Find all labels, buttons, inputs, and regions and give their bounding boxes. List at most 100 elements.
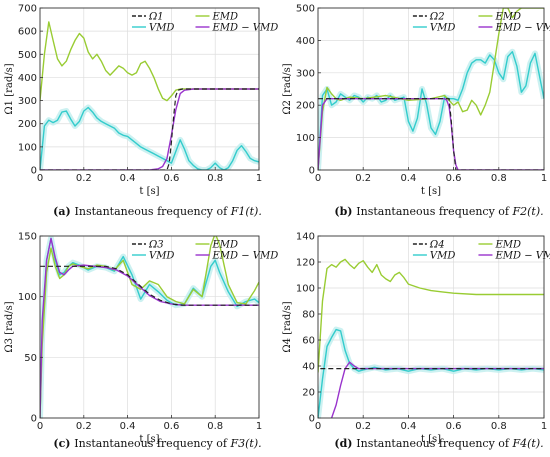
y-tick-label: 200	[18, 119, 37, 130]
y-tick-label: 140	[296, 232, 315, 243]
series-line-emdvmd	[40, 88, 259, 170]
series-line-emd	[40, 21, 259, 102]
series-line-vmd	[318, 328, 544, 418]
caption-text: Instantaneous frequency of	[356, 437, 512, 450]
x-tick-label: 0.2	[76, 421, 92, 432]
caption-label: (c)	[53, 437, 74, 450]
y-tick-label: 400	[18, 73, 37, 84]
series-line-emd	[318, 258, 544, 373]
series-line-emdvmd	[318, 97, 544, 170]
y-tick-label: 0	[309, 414, 315, 425]
caption-label: (d)	[334, 437, 356, 450]
legend-label-emd: EMD	[211, 12, 238, 23]
plot-frame	[39, 7, 260, 171]
y-tick-label: 200	[296, 101, 315, 112]
y-tick-label: 100	[18, 292, 37, 303]
x-tick-label: 1	[256, 173, 262, 184]
y-tick-label: 400	[296, 36, 315, 47]
y-tick-label: 50	[24, 353, 37, 364]
y-tick-label: 0	[31, 414, 37, 425]
y-tick-label: 100	[296, 284, 315, 295]
x-tick-label: 0.2	[355, 421, 371, 432]
legend-label-omega: Ω2	[429, 12, 445, 23]
chart-panel-3: 0 0.2 0.4 0.6 0.8 1 0 50 100 150 t [s] Ω3 [rad/s] Ω3…	[4, 232, 278, 451]
legend: Ω4 EMD VMD EMD − VMD	[412, 240, 550, 262]
caption-math: F3(t).	[229, 437, 261, 450]
y-tick-label: 40	[302, 362, 315, 373]
legend-label-emd: EMD	[494, 240, 521, 251]
y-axis-label: Ω4 [rad/s]	[282, 301, 293, 352]
legend-label-omega: Ω3	[148, 240, 164, 251]
legend-label-emdvmd: EMD − VMD	[211, 23, 278, 34]
series-line-vmd	[40, 106, 259, 170]
legend-label-vmd: VMD	[430, 23, 455, 34]
caption-math: F1(t).	[230, 205, 262, 218]
y-tick-label: 100	[18, 142, 37, 153]
y-axis-label: Ω3 [rad/s]	[4, 301, 15, 352]
series-line-vmd	[318, 51, 544, 170]
y-tick-label: 60	[302, 336, 315, 347]
legend-label-vmd: VMD	[149, 23, 174, 34]
x-tick-label: 0.8	[207, 421, 223, 432]
y-tick-label: 500	[296, 4, 315, 15]
legend-label-omega: Ω1	[148, 12, 164, 23]
x-tick-label: 1	[256, 421, 262, 432]
x-tick-label: 0.2	[355, 173, 371, 184]
y-tick-label: 500	[18, 50, 37, 61]
y-tick-label: 120	[296, 258, 315, 269]
y-tick-label: 600	[18, 27, 37, 38]
x-tick-label: 0.8	[491, 421, 507, 432]
x-tick-label: 0.8	[491, 173, 507, 184]
y-tick-label: 80	[302, 310, 315, 321]
series-group	[318, 8, 544, 170]
caption-text: Instantaneous frequency of	[74, 437, 230, 450]
x-axis-label: t [s]	[421, 434, 441, 445]
chart-panel-2: 0 0.2 0.4 0.6 0.8 1 0 100 200 300 400 500 t [s] Ω2 [r…	[282, 4, 550, 219]
x-tick-label: 0.8	[207, 173, 223, 184]
series-band-vmd	[40, 104, 259, 170]
legend-label-emdvmd: EMD − VMD	[211, 251, 278, 262]
plot-frame	[39, 235, 260, 419]
series-group	[40, 236, 259, 418]
x-tick-label: 0.6	[446, 173, 462, 184]
legend: Ω2 EMD VMD EMD − VMD	[412, 12, 550, 34]
y-tick-label: 300	[18, 96, 37, 107]
legend-label-emd: EMD	[494, 12, 521, 23]
y-tick-label: 150	[18, 232, 37, 243]
x-tick-label: 0	[37, 173, 43, 184]
x-tick-label: 0	[315, 421, 321, 432]
chart-panel-1: 0 0.2 0.4 0.6 0.8 1 0 100 200 300 400 500 600 700 t [s…	[4, 4, 278, 219]
x-tick-label: 0	[315, 173, 321, 184]
x-tick-label: 0.6	[163, 173, 179, 184]
legend-label-emd: EMD	[211, 240, 238, 251]
y-axis-label: Ω2 [rad/s]	[282, 63, 293, 114]
plot-frame	[317, 7, 545, 171]
x-tick-label: 1	[541, 421, 547, 432]
series-group	[40, 21, 259, 170]
series-line-omega	[40, 265, 259, 306]
y-axis-label: Ω1 [rad/s]	[4, 63, 15, 114]
plot-frame	[317, 235, 545, 419]
series-group	[318, 258, 544, 418]
x-tick-label: 0	[37, 421, 43, 432]
x-tick-label: 0.2	[76, 173, 92, 184]
legend-label-emdvmd: EMD − VMD	[494, 251, 550, 262]
panel-caption: (c) Instantaneous frequency of F3(t).	[53, 437, 261, 450]
legend-label-emdvmd: EMD − VMD	[494, 23, 550, 34]
legend-label-vmd: VMD	[149, 251, 174, 262]
x-axis-label: t [s]	[421, 186, 441, 197]
caption-text: Instantaneous frequency of	[356, 205, 512, 218]
x-tick-label: 0.4	[120, 173, 136, 184]
series-band-vmd	[318, 48, 544, 170]
legend-label-vmd: VMD	[430, 251, 455, 262]
x-tick-label: 0.6	[446, 421, 462, 432]
caption-math: F2(t).	[511, 205, 543, 218]
series-line-omega	[40, 88, 259, 170]
y-tick-label: 300	[296, 68, 315, 79]
x-axis-label: t [s]	[139, 434, 159, 445]
x-tick-label: 0.6	[163, 421, 179, 432]
panel-caption: (d) Instantaneous frequency of F4(t).	[334, 437, 543, 450]
series-band-vmd	[40, 236, 259, 418]
caption-math: F4(t).	[511, 437, 543, 450]
